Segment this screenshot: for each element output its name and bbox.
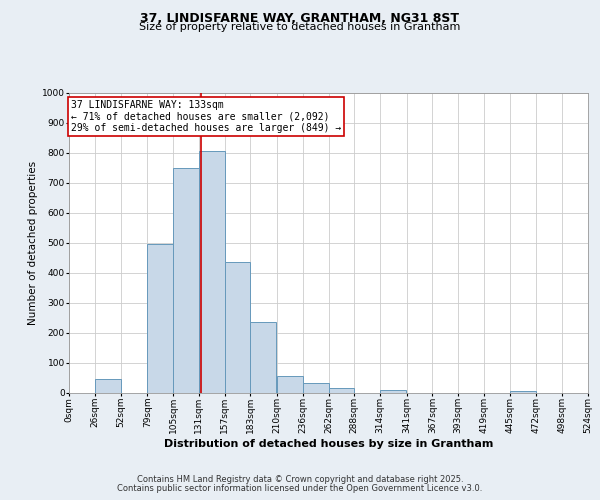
- Bar: [303, 383, 329, 392]
- Text: Contains public sector information licensed under the Open Government Licence v3: Contains public sector information licen…: [118, 484, 482, 493]
- Bar: [95, 380, 121, 392]
- Text: 37, LINDISFARNE WAY, GRANTHAM, NG31 8ST: 37, LINDISFARNE WAY, GRANTHAM, NG31 8ST: [140, 12, 460, 26]
- Bar: [199, 151, 224, 392]
- Text: Size of property relative to detached houses in Grantham: Size of property relative to detached ho…: [139, 22, 461, 32]
- Bar: [224, 262, 250, 392]
- Bar: [329, 388, 354, 392]
- Text: 37 LINDISFARNE WAY: 133sqm
← 71% of detached houses are smaller (2,092)
29% of s: 37 LINDISFARNE WAY: 133sqm ← 71% of deta…: [71, 100, 341, 133]
- Bar: [277, 376, 303, 392]
- Bar: [380, 390, 406, 392]
- Bar: [173, 168, 199, 392]
- Bar: [250, 322, 276, 392]
- Y-axis label: Number of detached properties: Number of detached properties: [28, 160, 38, 324]
- Text: Contains HM Land Registry data © Crown copyright and database right 2025.: Contains HM Land Registry data © Crown c…: [137, 475, 463, 484]
- Bar: [147, 244, 173, 392]
- X-axis label: Distribution of detached houses by size in Grantham: Distribution of detached houses by size …: [164, 438, 493, 448]
- Bar: [510, 391, 536, 392]
